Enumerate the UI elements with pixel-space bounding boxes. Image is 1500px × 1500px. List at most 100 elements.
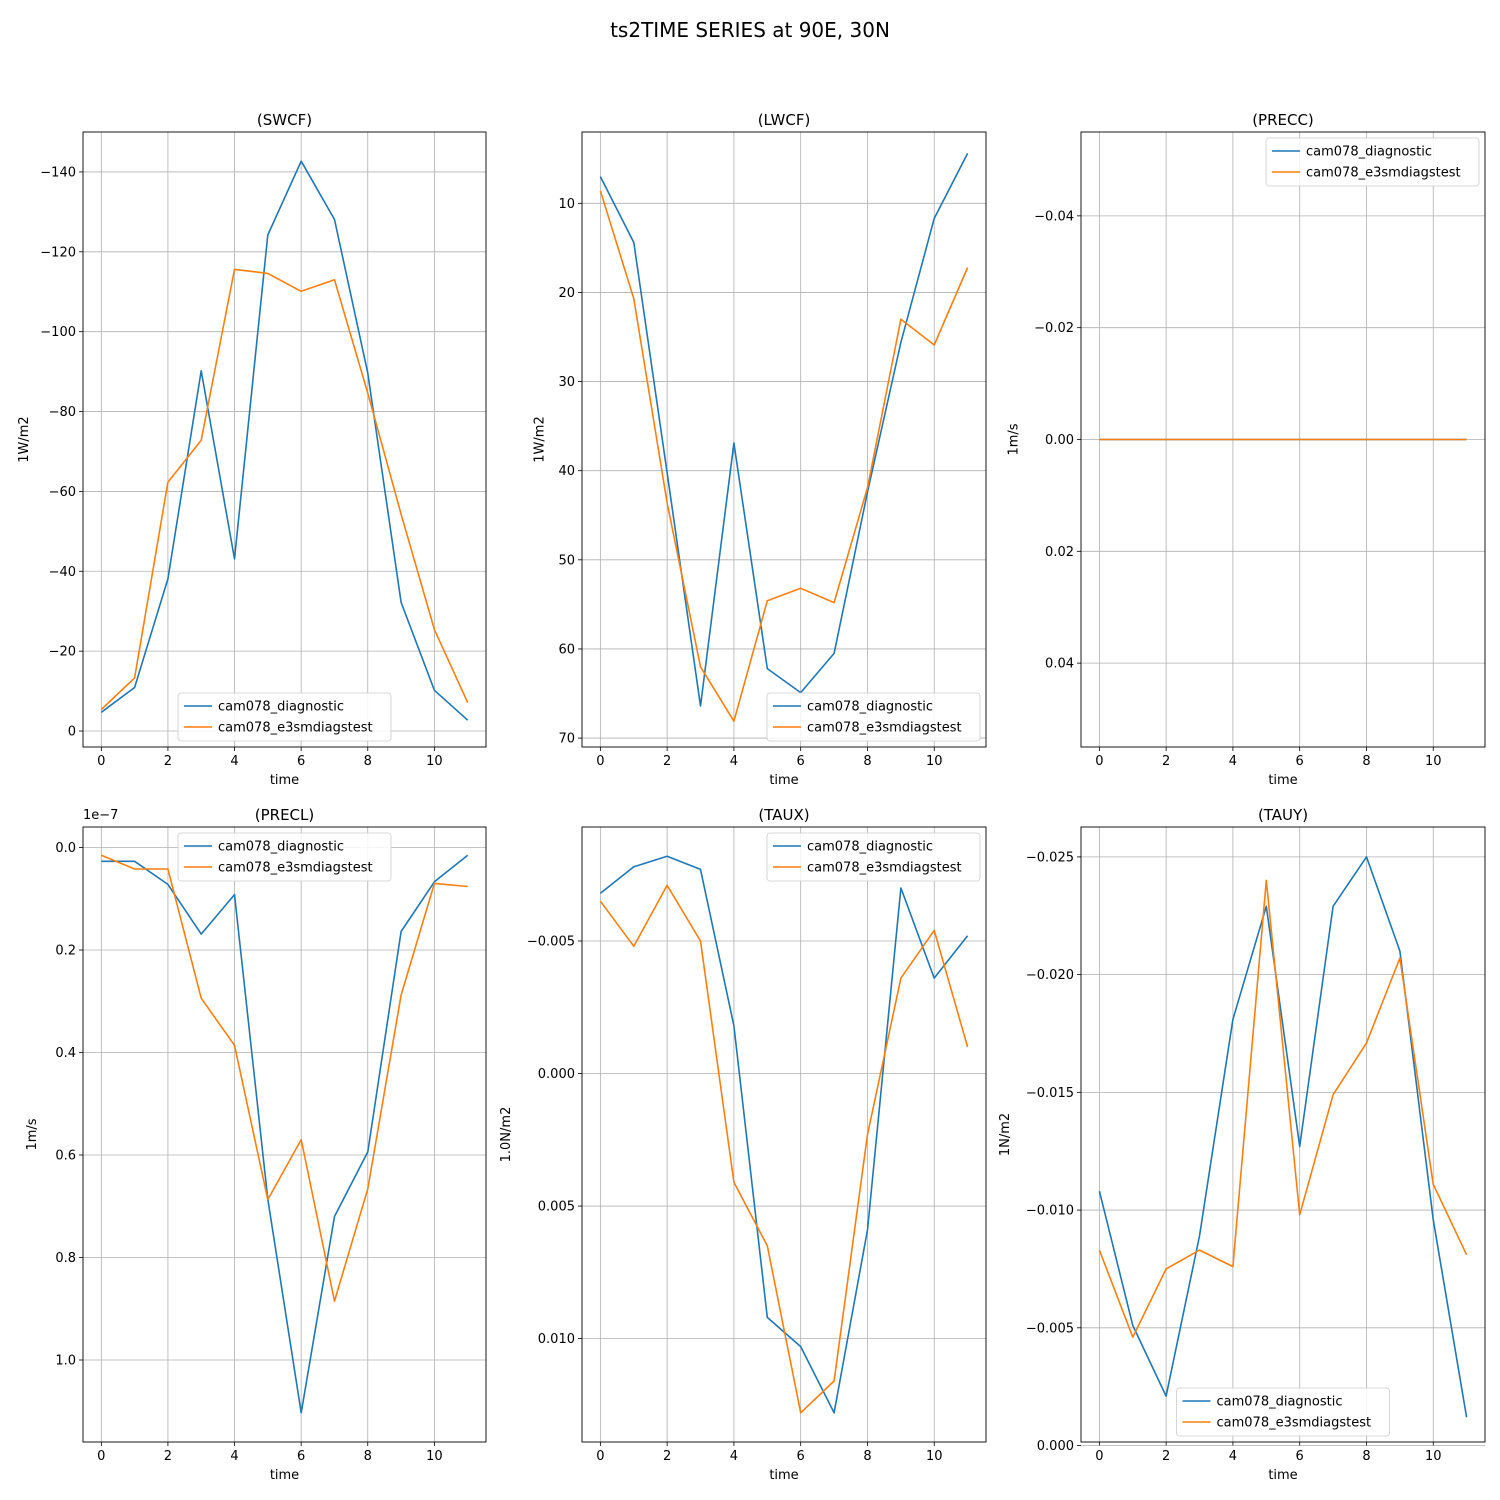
y-tick-label: −40 [49, 565, 76, 580]
y-tick-label: 0.6 [55, 1149, 76, 1164]
y-tick-label: −0.020 [1026, 968, 1074, 983]
y-tick-label: 40 [558, 464, 575, 479]
y-tick-label: −0.025 [1026, 850, 1074, 865]
x-tick-label: 10 [926, 1449, 943, 1464]
x-tick-label: 2 [663, 754, 671, 769]
legend-label: cam078_e3smdiagstest [218, 721, 373, 736]
y-tick-label: −0.02 [1034, 321, 1074, 336]
y-axis-label: 1N/m2 [998, 1113, 1013, 1156]
y-tick-label: −0.005 [1026, 1321, 1074, 1336]
subplot-3: (PRECL) 0 2 4 6 8 10 0.0 0.2 0.4 0.6 0.8 1.0 time 1m/s… [25, 806, 487, 1483]
x-tick-label: 8 [863, 1449, 871, 1464]
y-axis-label: 1m/s [25, 1118, 40, 1150]
legend-label: cam078_e3smdiagstest [807, 721, 962, 736]
x-tick-label: 8 [364, 1449, 372, 1464]
y-tick-label: 20 [558, 286, 575, 301]
legend-label: cam078_diagnostic [807, 840, 933, 855]
x-tick-label: 8 [1362, 1449, 1370, 1464]
y-tick-label: −100 [40, 325, 76, 340]
y-tick-label: 0.0 [55, 841, 76, 856]
legend: cam078_diagnostic cam078_e3smdiagstest [766, 832, 981, 882]
x-tick-label: 8 [1362, 754, 1370, 769]
x-tick-label: 6 [797, 1449, 805, 1464]
x-tick-label: 6 [1296, 754, 1304, 769]
axes-frame [1080, 131, 1486, 748]
x-tick-label: 2 [1162, 1449, 1170, 1464]
x-tick-label: 4 [1229, 1449, 1237, 1464]
series-line-cam078_e3smdiagstest [100, 854, 468, 1302]
series-line-cam078_e3smdiagstest [599, 884, 969, 1414]
y-tick-label: 30 [558, 375, 575, 390]
y-axis-label: 1W/m2 [532, 416, 547, 462]
x-tick-label: 10 [926, 754, 943, 769]
x-axis-label: time [270, 1468, 299, 1483]
x-tick-label: 8 [364, 754, 372, 769]
y-tick-label: 0.000 [538, 1067, 575, 1082]
y-axis-label: 1m/s [1007, 423, 1022, 455]
axes-frame [581, 826, 987, 1443]
y-tick-label: −0.015 [1026, 1086, 1074, 1101]
legend-label: cam078_diagnostic [807, 700, 933, 715]
x-tick-label: 0 [1095, 754, 1103, 769]
subplot-2: (PRECC) 0 2 4 6 8 10 0.04 0.02 0.00 −0.02 −0.04 time… [1007, 111, 1486, 788]
series-line-cam078_e3smdiagstest [599, 190, 969, 723]
x-tick-label: 0 [596, 754, 604, 769]
series-group [599, 855, 969, 1414]
subplot-5: (TAUY) 0 2 4 6 8 10 0.000 −0.005 −0.010 −0.015 −0.0… [998, 806, 1486, 1483]
series-line-cam078_e3smdiagstest [100, 268, 469, 711]
legend-box [766, 692, 981, 742]
legend: cam078_diagnostic cam078_e3smdiagstest [1265, 137, 1480, 187]
y-tick-label: 0.010 [538, 1332, 575, 1347]
y-tick-label: 0.8 [55, 1251, 76, 1266]
subplot-title: (TAUY) [1258, 806, 1308, 824]
legend-label: cam078_diagnostic [1306, 145, 1432, 160]
y-tick-label: −140 [40, 165, 76, 180]
y-tick-label: −0.005 [527, 934, 575, 949]
legend-box [766, 832, 981, 882]
x-axis-label: time [769, 1468, 798, 1483]
subplot-0: (SWCF) 0 2 4 6 8 10 0 −20 −40 −60 −80 −100 −120 −140 ti… [17, 111, 487, 788]
legend-box [177, 832, 392, 882]
legend-label: cam078_diagnostic [218, 700, 344, 715]
subplot-title: (TAUX) [758, 806, 809, 824]
y-tick-label: 0.04 [1045, 657, 1074, 672]
series-group [100, 160, 469, 721]
series-group [1098, 856, 1468, 1418]
legend-label: cam078_diagnostic [218, 840, 344, 855]
legend-box [1176, 1387, 1390, 1437]
y-tick-label: 0.4 [55, 1046, 76, 1061]
y-tick-label: 1.0 [55, 1354, 76, 1369]
legend-box [177, 692, 392, 742]
x-tick-label: 10 [1425, 1449, 1442, 1464]
legend: cam078_diagnostic cam078_e3smdiagstest [177, 832, 392, 882]
subplot-1: (LWCF) 0 2 4 6 8 10 10 20 30 40 50 60 70 time 1W/m2 cam0… [532, 111, 987, 788]
legend: cam078_diagnostic cam078_e3smdiagstest [1176, 1387, 1390, 1437]
x-tick-label: 2 [164, 754, 172, 769]
x-tick-label: 10 [426, 1449, 443, 1464]
series-group [599, 153, 969, 723]
subplot-title: (PRECC) [1252, 111, 1314, 129]
x-tick-label: 0 [97, 1449, 105, 1464]
axes-frame [581, 131, 987, 748]
y-tick-label: −120 [40, 245, 76, 260]
series-line-cam078_diagnostic [599, 153, 969, 707]
x-tick-label: 2 [1162, 754, 1170, 769]
legend-label: cam078_e3smdiagstest [807, 861, 962, 876]
legend-label: cam078_e3smdiagstest [218, 861, 373, 876]
series-line-cam078_diagnostic [100, 160, 469, 721]
axes-frame [82, 826, 487, 1443]
series-line-cam078_e3smdiagstest [1098, 879, 1468, 1338]
x-tick-label: 6 [297, 754, 305, 769]
y-tick-label: 0.02 [1045, 545, 1074, 560]
axes-frame [82, 131, 487, 748]
x-tick-label: 10 [426, 754, 443, 769]
y-tick-label: 0.00 [1045, 433, 1074, 448]
subplot-title: (PRECL) [255, 806, 314, 824]
legend: cam078_diagnostic cam078_e3smdiagstest [177, 692, 392, 742]
y-tick-label: 0.005 [538, 1200, 575, 1215]
legend-box [1265, 137, 1480, 187]
legend-label: cam078_e3smdiagstest [1217, 1416, 1372, 1431]
axes-frame [1080, 826, 1486, 1443]
